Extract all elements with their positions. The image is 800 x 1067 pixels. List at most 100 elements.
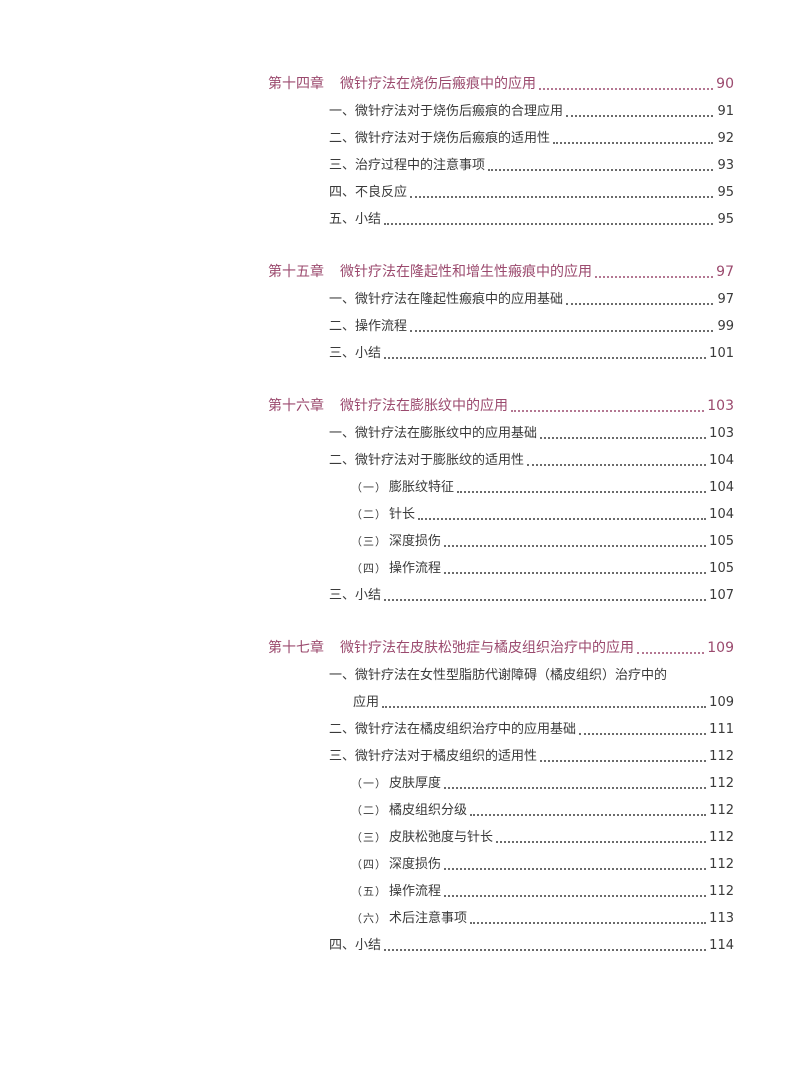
entry-title: 橘皮组织分级: [389, 803, 468, 818]
page-number: 105: [709, 561, 734, 576]
chapter-label: 第十七章: [268, 640, 324, 656]
entry-label: 三、: [329, 158, 356, 173]
page-number: 112: [709, 776, 734, 791]
entry-label: （三）: [351, 535, 387, 548]
page-number: 112: [709, 803, 734, 818]
entry-title: 不良反应: [355, 185, 408, 200]
entry-title: 微针疗法对于烧伤后瘢痕的适用性: [355, 131, 551, 146]
dot-leader: [496, 824, 707, 851]
chapter-label: 第十五章: [268, 264, 324, 280]
page-number: 95: [717, 212, 734, 227]
chapter-block: 第十六章 微针疗法在膨胀纹中的应用 103 一、 微针疗法在膨胀纹中的应用基础 103 二、…: [268, 393, 734, 609]
page-number: 92: [717, 131, 734, 146]
entry-title: 操作流程: [355, 319, 408, 334]
subsection-entry[interactable]: （三） 深度损伤 105: [268, 528, 734, 555]
page-number: 112: [709, 830, 734, 845]
entry-label: （四）: [351, 858, 387, 871]
section-entry[interactable]: 三、 治疗过程中的注意事项 93: [268, 152, 734, 179]
chapter-title: 微针疗法在皮肤松弛症与橘皮组织治疗中的应用: [340, 640, 634, 656]
subsection-entry[interactable]: （四） 操作流程 105: [268, 555, 734, 582]
section-entry-continuation[interactable]: 应用 109: [268, 689, 734, 716]
entry-title: 微针疗法在女性型脂肪代谢障碍（橘皮组织）治疗中的: [355, 668, 668, 683]
entry-label: （四）: [351, 562, 387, 575]
subsection-entry[interactable]: （四） 深度损伤 112: [268, 851, 734, 878]
entry-title: 术后注意事项: [389, 911, 468, 926]
subsection-entry[interactable]: （一） 膨胀纹特征 104: [268, 474, 734, 501]
section-entry[interactable]: 一、 微针疗法在女性型脂肪代谢障碍（橘皮组织）治疗中的: [268, 662, 734, 689]
section-entry[interactable]: 二、 微针疗法对于烧伤后瘢痕的适用性 92: [268, 125, 734, 152]
entry-label: 一、: [329, 426, 356, 441]
entry-label: （二）: [351, 508, 387, 521]
dot-leader: [444, 528, 707, 555]
chapter-label: 第十六章: [268, 398, 324, 414]
section-entry[interactable]: 五、 小结 95: [268, 206, 734, 233]
page-number: 105: [709, 534, 734, 549]
subsection-entry[interactable]: （六） 术后注意事项 113: [268, 905, 734, 932]
page-number: 97: [716, 264, 734, 280]
page-number: 90: [716, 76, 734, 92]
dot-leader: [470, 905, 707, 932]
section-entry[interactable]: 二、 微针疗法对于膨胀纹的适用性 104: [268, 447, 734, 474]
subsection-entry[interactable]: （五） 操作流程 112: [268, 878, 734, 905]
entry-title: 微针疗法在膨胀纹中的应用基础: [355, 426, 538, 441]
dot-leader: [637, 635, 705, 662]
entry-label: 一、: [329, 668, 356, 683]
section-entry[interactable]: 四、 小结 114: [268, 932, 734, 959]
subsection-entry[interactable]: （一） 皮肤厚度 112: [268, 770, 734, 797]
page-number: 93: [717, 158, 734, 173]
chapter-entry[interactable]: 第十七章 微针疗法在皮肤松弛症与橘皮组织治疗中的应用 109: [268, 635, 734, 662]
entry-label: 三、: [329, 749, 356, 764]
page-number: 97: [717, 292, 734, 307]
dot-leader: [579, 716, 707, 743]
page-number: 103: [709, 426, 734, 441]
dot-leader: [595, 259, 713, 286]
dot-leader: [511, 393, 705, 420]
entry-label: （五）: [351, 885, 387, 898]
entry-title: 深度损伤: [389, 857, 442, 872]
section-entry[interactable]: 一、 微针疗法对于烧伤后瘢痕的合理应用 91: [268, 98, 734, 125]
dot-leader: [410, 313, 713, 340]
entry-label: 四、: [329, 938, 356, 953]
entry-title: 微针疗法对于烧伤后瘢痕的合理应用: [355, 104, 564, 119]
entry-label: 二、: [329, 722, 356, 737]
dot-leader: [457, 474, 707, 501]
section-entry[interactable]: 一、 微针疗法在膨胀纹中的应用基础 103: [268, 420, 734, 447]
dot-leader: [444, 770, 707, 797]
entry-title: 小结: [355, 346, 382, 361]
section-entry[interactable]: 四、 不良反应 95: [268, 179, 734, 206]
chapter-entry[interactable]: 第十四章 微针疗法在烧伤后瘢痕中的应用 90: [268, 71, 734, 98]
entry-title: 治疗过程中的注意事项: [355, 158, 486, 173]
section-entry[interactable]: 三、 小结 107: [268, 582, 734, 609]
entry-title: 小结: [355, 588, 382, 603]
section-entry[interactable]: 三、 微针疗法对于橘皮组织的适用性 112: [268, 743, 734, 770]
dot-leader: [382, 689, 707, 716]
page-number: 109: [707, 640, 734, 656]
entry-title: 膨胀纹特征: [389, 480, 455, 495]
page-number: 109: [709, 695, 734, 710]
subsection-entry[interactable]: （二） 针长 104: [268, 501, 734, 528]
entry-label: 一、: [329, 104, 356, 119]
dot-leader: [470, 797, 707, 824]
page-number: 101: [709, 346, 734, 361]
entry-title: 皮肤松弛度与针长: [389, 830, 494, 845]
chapter-title: 微针疗法在膨胀纹中的应用: [340, 398, 508, 414]
dot-leader: [444, 555, 707, 582]
entry-title: 微针疗法对于橘皮组织的适用性: [355, 749, 538, 764]
subsection-entry[interactable]: （三） 皮肤松弛度与针长 112: [268, 824, 734, 851]
section-entry[interactable]: 二、 微针疗法在橘皮组织治疗中的应用基础 111: [268, 716, 734, 743]
dot-leader: [444, 878, 707, 905]
section-entry[interactable]: 三、 小结 101: [268, 340, 734, 367]
page-number: 104: [709, 453, 734, 468]
dot-leader: [566, 98, 713, 125]
subsection-entry[interactable]: （二） 橘皮组织分级 112: [268, 797, 734, 824]
section-entry[interactable]: 一、 微针疗法在隆起性瘢痕中的应用基础 97: [268, 286, 734, 313]
entry-label: 五、: [329, 212, 356, 227]
chapter-entry[interactable]: 第十六章 微针疗法在膨胀纹中的应用 103: [268, 393, 734, 420]
entry-title: 微针疗法在橘皮组织治疗中的应用基础: [355, 722, 577, 737]
chapter-block: 第十五章 微针疗法在隆起性和增生性瘢痕中的应用 97 一、 微针疗法在隆起性瘢痕中的应用…: [268, 259, 734, 367]
dot-leader: [384, 206, 713, 233]
table-of-contents: 第十四章 微针疗法在烧伤后瘢痕中的应用 90 一、 微针疗法对于烧伤后瘢痕的合理应用 91…: [268, 71, 734, 985]
chapter-entry[interactable]: 第十五章 微针疗法在隆起性和增生性瘢痕中的应用 97: [268, 259, 734, 286]
entry-label: 一、: [329, 292, 356, 307]
section-entry[interactable]: 二、 操作流程 99: [268, 313, 734, 340]
